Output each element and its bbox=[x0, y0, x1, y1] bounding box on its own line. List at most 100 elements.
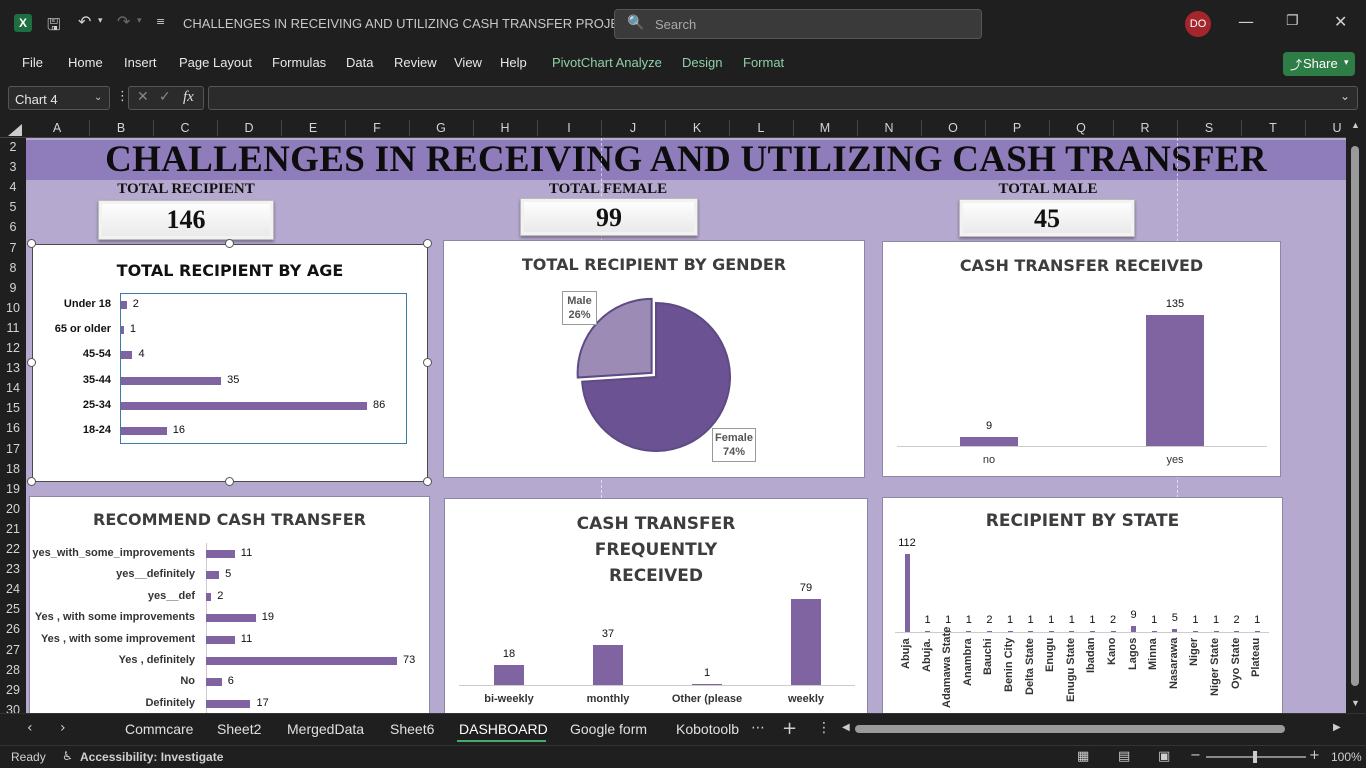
row-header-2[interactable]: 2 bbox=[9, 140, 17, 154]
row-header-20[interactable]: 20 bbox=[6, 501, 20, 516]
horizontal-scrollbar[interactable]: ◀ ▶ bbox=[840, 722, 1346, 736]
row-header-7[interactable]: 7 bbox=[9, 240, 17, 255]
tab-commcare[interactable]: Commcare bbox=[125, 721, 194, 737]
row-header-13[interactable]: 13 bbox=[6, 361, 20, 376]
customize-toolbar-icon[interactable]: ≡ bbox=[156, 15, 166, 28]
column-header-D[interactable]: D bbox=[244, 121, 254, 135]
tab-options-icon[interactable]: ⋮ bbox=[817, 720, 831, 736]
expand-formula-icon[interactable]: ⌄ bbox=[1340, 89, 1351, 103]
name-box[interactable]: Chart 4 ⌄ bbox=[8, 86, 110, 110]
menu-data[interactable]: Data bbox=[346, 55, 374, 70]
row-header-18[interactable]: 18 bbox=[6, 461, 20, 476]
resize-handle[interactable] bbox=[423, 358, 432, 367]
column-header-U[interactable]: U bbox=[1332, 121, 1342, 135]
tab-dashboard[interactable]: DASHBOARD bbox=[459, 721, 548, 737]
avatar[interactable]: DO bbox=[1185, 11, 1211, 37]
tab-google-form[interactable]: Google form bbox=[570, 721, 648, 737]
chart-recommend-cash-transfer[interactable]: RECOMMEND CASH TRANSFER yes_with_some_im… bbox=[29, 496, 430, 713]
formula-input[interactable] bbox=[208, 86, 1358, 110]
row-header-17[interactable]: 17 bbox=[6, 441, 20, 456]
resize-handle[interactable] bbox=[423, 477, 432, 486]
save-icon[interactable]: 🖫 bbox=[47, 15, 61, 34]
column-header-T[interactable]: T bbox=[1269, 121, 1277, 135]
tab-sheet2[interactable]: Sheet2 bbox=[217, 721, 262, 737]
tab-sheet6[interactable]: Sheet6 bbox=[390, 721, 435, 737]
restore-icon[interactable]: ❐ bbox=[1286, 13, 1299, 29]
menu-format[interactable]: Format bbox=[743, 55, 785, 70]
row-header-19[interactable]: 19 bbox=[6, 481, 20, 496]
column-header-N[interactable]: N bbox=[884, 121, 894, 135]
row-header-9[interactable]: 9 bbox=[9, 280, 17, 295]
row-header-3[interactable]: 3 bbox=[9, 160, 17, 175]
row-header-6[interactable]: 6 bbox=[9, 220, 17, 235]
column-header-F[interactable]: F bbox=[373, 121, 381, 135]
accessibility-status[interactable]: Accessibility: Investigate bbox=[80, 750, 224, 764]
chart-recipient-by-age[interactable]: TOTAL RECIPIENT BY AGE Under 18 2 65 or ol… bbox=[32, 244, 428, 482]
scroll-thumb[interactable] bbox=[1351, 146, 1359, 686]
menu-file[interactable]: File bbox=[22, 55, 43, 70]
menu-help[interactable]: Help bbox=[500, 55, 527, 70]
chart-recipient-by-state[interactable]: RECIPIENT BY STATE 112 Abuja 1 Abuja. 1 Adama… bbox=[882, 497, 1283, 713]
row-header-24[interactable]: 24 bbox=[6, 582, 20, 597]
normal-view-icon[interactable]: ▦ bbox=[1077, 749, 1090, 764]
column-header-G[interactable]: G bbox=[436, 121, 446, 135]
resize-handle[interactable] bbox=[27, 477, 36, 486]
tab-kobotoolbox[interactable]: Kobotoolb bbox=[676, 721, 740, 737]
row-header-11[interactable]: 11 bbox=[6, 320, 20, 335]
row-header-27[interactable]: 27 bbox=[6, 642, 20, 657]
menu-page-layout[interactable]: Page Layout bbox=[179, 55, 253, 70]
scroll-left-icon[interactable]: ◀ bbox=[842, 722, 850, 733]
menu-review[interactable]: Review bbox=[394, 55, 437, 70]
share-button[interactable]: ⤴ Share ▾ bbox=[1283, 52, 1355, 76]
zoom-slider[interactable] bbox=[1206, 751, 1306, 763]
cancel-icon[interactable]: ✕ bbox=[137, 89, 149, 105]
menu-view[interactable]: View bbox=[454, 55, 482, 70]
column-header-M[interactable]: M bbox=[819, 121, 831, 135]
column-header-Q[interactable]: Q bbox=[1076, 121, 1086, 135]
search-box[interactable]: 🔍 Search bbox=[614, 9, 982, 39]
column-header-I[interactable]: I bbox=[567, 121, 571, 135]
row-header-5[interactable]: 5 bbox=[9, 200, 17, 215]
column-header-C[interactable]: C bbox=[180, 121, 190, 135]
row-header-26[interactable]: 26 bbox=[6, 622, 20, 637]
row-header-8[interactable]: 8 bbox=[9, 260, 17, 275]
row-header-16[interactable]: 16 bbox=[6, 421, 20, 436]
row-header-15[interactable]: 15 bbox=[6, 401, 20, 416]
row-header-12[interactable]: 12 bbox=[6, 341, 20, 355]
check-icon[interactable]: ✓ bbox=[159, 89, 171, 105]
column-header-L[interactable]: L bbox=[757, 121, 765, 135]
column-header-A[interactable]: A bbox=[52, 121, 62, 135]
resize-handle[interactable] bbox=[225, 239, 234, 248]
chart-cash-transfer-frequency[interactable]: CASH TRANSFER FREQUENTLY RECEIVED 18 bi-w… bbox=[444, 498, 868, 713]
zoom-out-icon[interactable]: − bbox=[1190, 748, 1201, 763]
chart-cash-transfer-received[interactable]: CASH TRANSFER RECEIVED 9 no 135 yes bbox=[882, 241, 1281, 477]
row-header-4[interactable]: 4 bbox=[9, 180, 17, 195]
scroll-up-icon[interactable]: ▲ bbox=[1351, 120, 1360, 130]
resize-handle[interactable] bbox=[27, 239, 36, 248]
resize-handle[interactable] bbox=[27, 358, 36, 367]
column-header-S[interactable]: S bbox=[1204, 121, 1214, 135]
menu-design[interactable]: Design bbox=[682, 55, 723, 70]
insert-function-icon[interactable]: fx bbox=[183, 89, 194, 105]
row-header-23[interactable]: 23 bbox=[6, 562, 20, 577]
row-header-22[interactable]: 22 bbox=[6, 542, 20, 556]
column-header-R[interactable]: R bbox=[1140, 121, 1150, 135]
row-header-28[interactable]: 28 bbox=[6, 662, 20, 677]
prev-sheet-icon[interactable]: ‹ bbox=[27, 720, 33, 736]
resize-handle[interactable] bbox=[225, 477, 234, 486]
redo-dropdown-icon[interactable]: ▾ bbox=[137, 16, 142, 26]
menu-pivotchart-analyze[interactable]: PivotChart Analyze bbox=[552, 55, 662, 70]
row-header-21[interactable]: 21 bbox=[6, 521, 20, 536]
scroll-down-icon[interactable]: ▼ bbox=[1351, 698, 1360, 708]
row-header-29[interactable]: 29 bbox=[6, 682, 20, 697]
more-sheets-icon[interactable]: ⋯ bbox=[751, 720, 765, 736]
row-header-10[interactable]: 10 bbox=[6, 300, 20, 315]
column-header-K[interactable]: K bbox=[692, 121, 702, 135]
zoom-in-icon[interactable]: + bbox=[1309, 748, 1320, 763]
chart-recipient-by-gender[interactable]: TOTAL RECIPIENT BY GENDER Male 26% Femal… bbox=[443, 240, 865, 478]
row-header-14[interactable]: 14 bbox=[6, 381, 20, 396]
scroll-thumb[interactable] bbox=[855, 725, 1285, 733]
column-header-B[interactable]: B bbox=[116, 121, 126, 135]
page-layout-view-icon[interactable]: ▤ bbox=[1118, 749, 1131, 764]
tab-mergeddata[interactable]: MergedData bbox=[287, 721, 365, 737]
